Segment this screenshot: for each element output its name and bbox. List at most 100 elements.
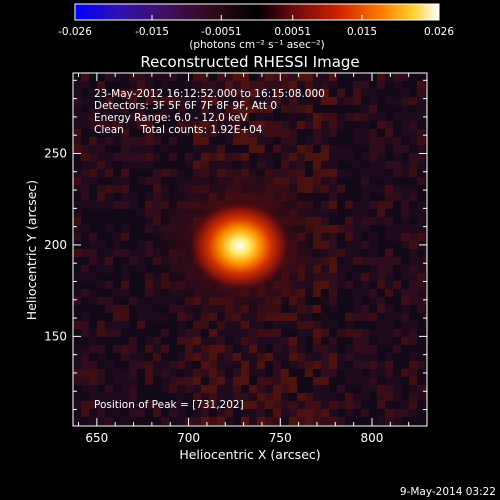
- image-pixel: [361, 329, 369, 337]
- image-pixel: [105, 313, 113, 321]
- image-pixel: [401, 265, 409, 273]
- image-pixel: [177, 329, 185, 337]
- image-pixel: [401, 81, 409, 89]
- image-pixel: [409, 97, 417, 105]
- image-pixel: [233, 81, 241, 89]
- image-pixel: [97, 145, 105, 153]
- image-pixel: [377, 105, 385, 113]
- image-pixel: [353, 161, 361, 169]
- image-pixel: [105, 105, 113, 113]
- image-pixel: [185, 361, 193, 369]
- image-pixel: [169, 337, 177, 345]
- image-pixel: [377, 409, 385, 417]
- image-pixel: [129, 201, 137, 209]
- image-pixel: [185, 153, 193, 161]
- image-pixel: [137, 329, 145, 337]
- image-pixel: [377, 265, 385, 273]
- image-pixel: [73, 249, 81, 257]
- image-pixel: [289, 401, 297, 409]
- image-pixel: [105, 401, 113, 409]
- image-pixel: [281, 409, 289, 417]
- image-pixel: [105, 329, 113, 337]
- image-pixel: [417, 177, 425, 185]
- image-pixel: [249, 105, 257, 113]
- image-pixel: [241, 121, 249, 129]
- image-pixel: [281, 345, 289, 353]
- image-pixel: [241, 89, 249, 97]
- image-pixel: [201, 105, 209, 113]
- image-pixel: [97, 257, 105, 265]
- image-pixel: [361, 305, 369, 313]
- image-pixel: [329, 129, 337, 137]
- image-pixel: [297, 121, 305, 129]
- image-pixel: [265, 361, 273, 369]
- image-pixel: [385, 417, 393, 425]
- image-pixel: [313, 337, 321, 345]
- image-pixel: [377, 185, 385, 193]
- image-pixel: [137, 97, 145, 105]
- image-pixel: [313, 161, 321, 169]
- image-pixel: [209, 369, 217, 377]
- image-pixel: [97, 177, 105, 185]
- image-pixel: [369, 201, 377, 209]
- image-pixel: [361, 401, 369, 409]
- image-pixel: [409, 361, 417, 369]
- image-pixel: [345, 369, 353, 377]
- image-pixel: [121, 201, 129, 209]
- image-pixel: [81, 105, 89, 113]
- image-pixel: [377, 201, 385, 209]
- image-pixel: [113, 377, 121, 385]
- image-pixel: [209, 393, 217, 401]
- image-pixel: [241, 113, 249, 121]
- image-pixel: [153, 161, 161, 169]
- image-pixel: [377, 153, 385, 161]
- image-pixel: [369, 241, 377, 249]
- image-pixel: [201, 393, 209, 401]
- image-pixel: [281, 89, 289, 97]
- image-pixel: [257, 129, 265, 137]
- image-pixel: [393, 297, 401, 305]
- image-pixel: [241, 377, 249, 385]
- image-pixel: [225, 409, 233, 417]
- image-pixel: [321, 105, 329, 113]
- image-pixel: [409, 265, 417, 273]
- image-pixel: [409, 209, 417, 217]
- image-pixel: [105, 257, 113, 265]
- image-pixel: [249, 409, 257, 417]
- image-pixel: [377, 393, 385, 401]
- image-pixel: [401, 89, 409, 97]
- image-pixel: [361, 313, 369, 321]
- image-pixel: [385, 217, 393, 225]
- image-pixel: [169, 369, 177, 377]
- image-pixel: [89, 145, 97, 153]
- image-pixel: [377, 281, 385, 289]
- image-pixel: [105, 377, 113, 385]
- image-pixel: [353, 105, 361, 113]
- image-pixel: [313, 97, 321, 105]
- image-pixel: [321, 369, 329, 377]
- image-pixel: [81, 193, 89, 201]
- image-pixel: [417, 145, 425, 153]
- image-pixel: [161, 417, 169, 425]
- image-pixel: [369, 185, 377, 193]
- image-pixel: [153, 417, 161, 425]
- image-pixel: [137, 89, 145, 97]
- image-pixel: [241, 129, 249, 137]
- image-pixel: [353, 81, 361, 89]
- image-pixel: [129, 329, 137, 337]
- image-pixel: [289, 105, 297, 113]
- image-pixel: [305, 345, 313, 353]
- image-pixel: [401, 377, 409, 385]
- image-pixel: [193, 113, 201, 121]
- image-pixel: [409, 113, 417, 121]
- image-pixel: [377, 97, 385, 105]
- image-pixel: [417, 81, 425, 89]
- image-pixel: [193, 121, 201, 129]
- image-pixel: [257, 337, 265, 345]
- image-pixel: [145, 321, 153, 329]
- image-pixel: [417, 385, 425, 393]
- image-pixel: [361, 73, 369, 81]
- image-pixel: [369, 409, 377, 417]
- image-pixel: [249, 337, 257, 345]
- image-pixel: [169, 121, 177, 129]
